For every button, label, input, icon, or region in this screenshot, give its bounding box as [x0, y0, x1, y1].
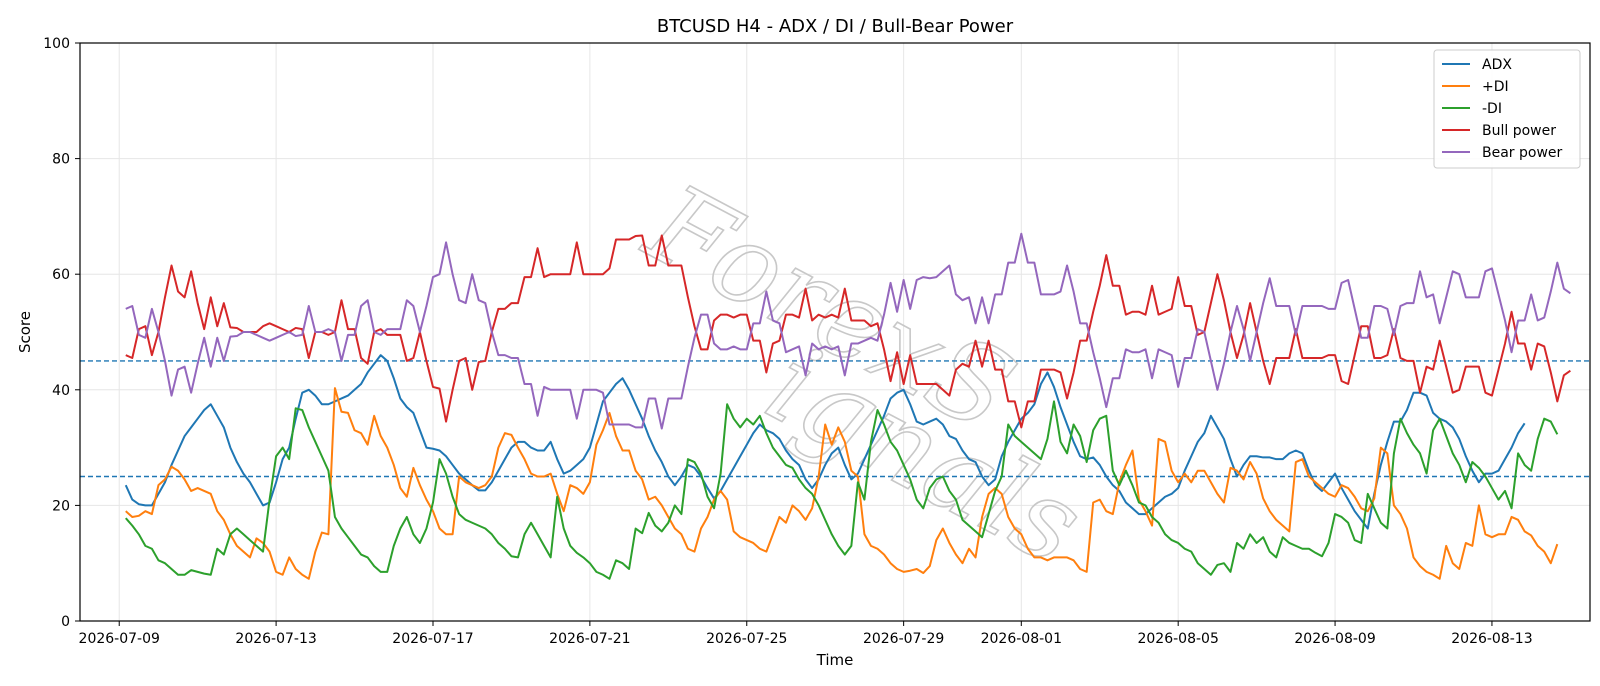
- legend-label-di: -DI: [1482, 101, 1502, 117]
- y-axis-title: Score: [16, 311, 34, 353]
- y-tick-label: 20: [52, 498, 70, 514]
- x-axis: 2026-07-09 2026-07-13 2026-07-17 2026-07-21…: [79, 621, 1533, 647]
- x-tick-label: 2026-07-29: [863, 631, 944, 647]
- legend-box: [1433, 49, 1581, 169]
- y-tick-label: 80: [52, 152, 70, 168]
- y-tick-label: 100: [43, 36, 70, 52]
- legend: ADX +DI -DI Bull power Bear power: [1433, 49, 1581, 169]
- x-tick-label: 2026-08-01: [981, 631, 1062, 647]
- y-axis: 0 20 40 60 80 100: [43, 36, 80, 630]
- legend-label-di: +DI: [1482, 79, 1509, 95]
- y-tick-label: 0: [61, 614, 70, 630]
- x-tick-label: 2026-07-09: [79, 631, 160, 647]
- series-line-di: [125, 387, 1559, 580]
- series-line-di: [125, 400, 1559, 580]
- legend-label-bear-power: Bear power: [1482, 145, 1563, 161]
- x-tick-label: 2026-08-13: [1451, 631, 1532, 647]
- plot-area-frame: [79, 42, 1591, 622]
- series-lines: [124, 232, 1571, 580]
- x-tick-label: 2026-07-13: [235, 631, 316, 647]
- legend-label-bull-power: Bull power: [1482, 123, 1556, 139]
- x-tick-label: 2026-08-05: [1137, 631, 1218, 647]
- x-tick-label: 2026-07-17: [392, 631, 473, 647]
- x-tick-label: 2026-07-21: [549, 631, 630, 647]
- series-line-bear-power: [125, 232, 1571, 430]
- x-tick-label: 2026-07-25: [706, 631, 787, 647]
- x-tick-label: 2026-08-09: [1294, 631, 1375, 647]
- legend-label-adx: ADX: [1482, 57, 1512, 73]
- series-line-bull-power: [125, 234, 1571, 429]
- series-line-adx: [124, 354, 1526, 530]
- y-tick-label: 40: [52, 383, 70, 399]
- chart-title: BTCUSD H4 - ADX / DI / Bull-Bear Power: [657, 16, 1014, 37]
- x-axis-title: Time: [816, 651, 854, 669]
- y-tick-label: 60: [52, 267, 70, 283]
